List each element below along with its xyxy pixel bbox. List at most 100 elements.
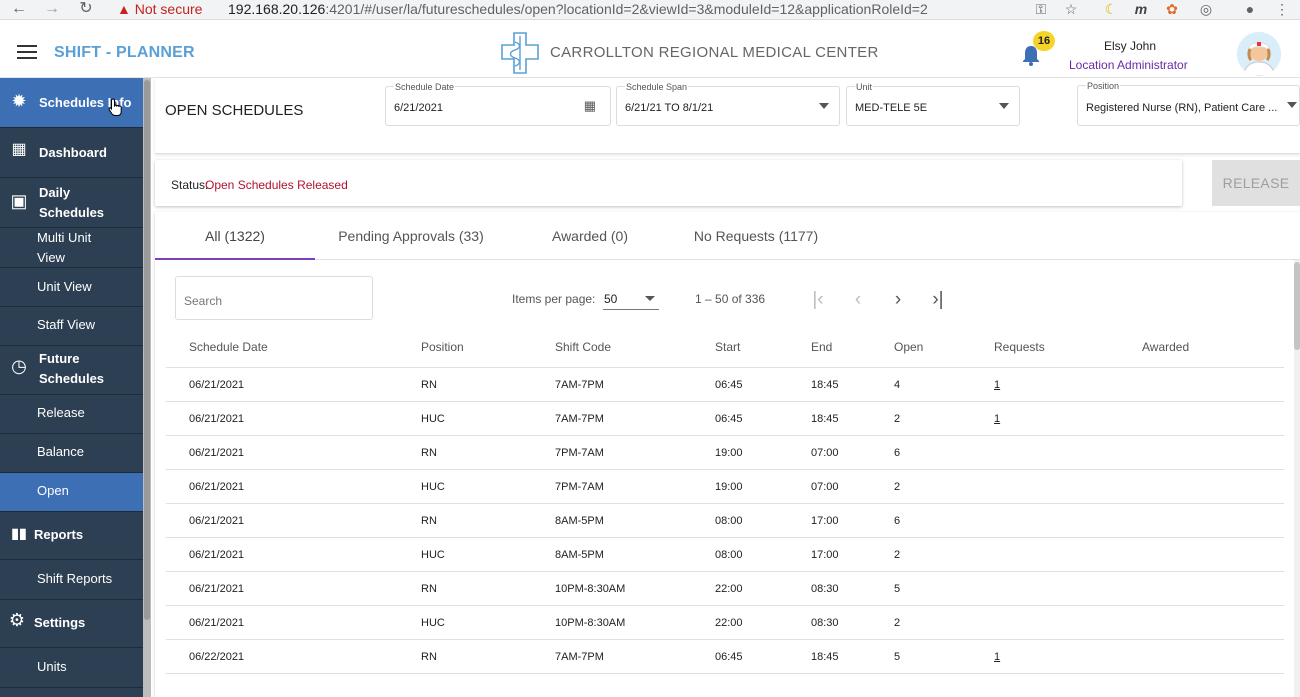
first-page-icon[interactable]: |‹ xyxy=(812,289,824,310)
notification-badge[interactable]: 16 xyxy=(1033,31,1055,51)
table-scrollbar[interactable] xyxy=(1294,260,1300,697)
profile-icon[interactable]: ● xyxy=(1245,1,1255,17)
field-value: Registered Nurse (RN), Patient Care ... xyxy=(1086,102,1278,114)
cell-schedule-date: 06/21/2021 xyxy=(189,413,245,425)
cell-schedule-date: 06/21/2021 xyxy=(189,481,245,493)
cell-open: 5 xyxy=(894,651,901,663)
cell-end: 17:00 xyxy=(811,549,839,561)
cell-start: 06:45 xyxy=(715,651,743,663)
extension-moon-icon[interactable]: ☾ xyxy=(1104,1,1118,17)
items-per-page-select[interactable]: 50 xyxy=(604,292,618,306)
unit-select[interactable]: Unit MED-TELE 5E xyxy=(846,82,1020,126)
sidebar-item-balance[interactable]: Balance xyxy=(0,434,143,473)
release-button[interactable]: RELEASE xyxy=(1212,160,1300,206)
sidebar-item-dashboard[interactable]: ▦ Dashboard xyxy=(0,128,143,178)
requests-link[interactable]: 1 xyxy=(994,379,1001,391)
forward-icon[interactable]: → xyxy=(44,0,60,17)
field-value: 6/21/21 TO 8/1/21 xyxy=(625,102,714,114)
table-row[interactable]: 06/21/2021 RN 7AM-7PM 06:45 18:45 4 1 xyxy=(166,368,1284,402)
last-page-icon[interactable]: ›| xyxy=(932,289,944,310)
status-value: Open Schedules Released xyxy=(205,178,348,192)
column-header-position[interactable]: Position xyxy=(421,340,464,354)
sidebar-item-units[interactable]: Units xyxy=(0,648,143,688)
sidebar-item-label: Reports xyxy=(34,527,84,542)
calendar-icon[interactable]: ▦ xyxy=(583,98,596,113)
table-row[interactable]: 06/22/2021 RN 7AM-7PM 06:45 18:45 5 1 xyxy=(166,640,1284,674)
next-page-icon[interactable]: › xyxy=(894,289,902,310)
column-header-open[interactable]: Open xyxy=(894,340,924,354)
search-placeholder: Search xyxy=(184,294,223,308)
sidebar-item-shift-reports[interactable]: Shift Reports xyxy=(0,560,143,600)
key-icon[interactable]: ⚿ xyxy=(1035,1,1047,17)
table-row[interactable]: 06/21/2021 HUC 7AM-7PM 06:45 18:45 2 1 xyxy=(166,402,1284,436)
column-header-start[interactable]: Start xyxy=(715,340,741,354)
table-row[interactable]: 06/21/2021 RN 10PM-8:30AM 22:00 08:30 5 xyxy=(166,572,1284,606)
sidebar-item-release[interactable]: Release xyxy=(0,395,143,434)
table-row[interactable]: 06/21/2021 RN 7PM-7AM 19:00 07:00 6 xyxy=(166,436,1284,470)
table-row[interactable]: 06/21/2021 RN 8AM-5PM 08:00 17:00 6 xyxy=(166,504,1284,538)
cell-schedule-date: 06/21/2021 xyxy=(189,447,245,459)
bell-icon[interactable] xyxy=(1020,43,1042,67)
table-row[interactable]: 06/21/2021 HUC 8AM-5PM 08:00 17:00 2 xyxy=(166,538,1284,572)
cell-shift-code: 8AM-5PM xyxy=(555,515,604,527)
page-title: OPEN SCHEDULES xyxy=(165,102,304,119)
sidebar-item-schedules-info[interactable]: ✹ Schedules Info xyxy=(0,78,143,128)
table-row[interactable]: 06/21/2021 HUC 10PM-8:30AM 22:00 08:30 2 xyxy=(166,606,1284,640)
extension-circle-icon[interactable]: ◎ xyxy=(1199,1,1213,17)
hand-cursor-icon xyxy=(108,98,124,116)
warning-icon: ▲ xyxy=(117,1,131,17)
menu-icon[interactable] xyxy=(17,45,37,59)
sidebar-item-reports[interactable]: ▮▮ Reports xyxy=(0,512,143,560)
sidebar-item-open[interactable]: Open xyxy=(0,473,143,512)
sidebar-item-daily-schedules[interactable]: ▣ Daily Schedules xyxy=(0,178,143,228)
column-header-end[interactable]: End xyxy=(811,340,833,354)
sidebar-item-future-schedules[interactable]: ◷ Future Schedules xyxy=(0,346,143,395)
extension-orange-icon[interactable]: ✿ xyxy=(1166,1,1178,17)
back-icon[interactable]: ← xyxy=(11,0,27,17)
cell-position: RN xyxy=(421,447,437,459)
requests-link[interactable]: 1 xyxy=(994,413,1001,425)
sidebar-item-settings[interactable]: ⚙ Settings xyxy=(0,600,143,648)
sidebar-item-label: Daily Schedules xyxy=(39,185,105,220)
cell-shift-code: 7AM-7PM xyxy=(555,413,604,425)
sidebar-item-unit-view[interactable]: Unit View xyxy=(0,268,143,307)
column-header-schedule-date[interactable]: Schedule Date xyxy=(189,340,268,354)
tab-pending-approvals[interactable]: Pending Approvals (33) xyxy=(338,228,484,244)
column-header-requests[interactable]: Requests xyxy=(994,340,1045,354)
pagination-range: 1 – 50 of 336 xyxy=(695,292,766,306)
column-header-awarded[interactable]: Awarded xyxy=(1142,340,1190,354)
extension-m-icon[interactable]: m xyxy=(1134,1,1148,17)
table-scroll-thumb[interactable] xyxy=(1294,262,1300,350)
sidebar-item-label: Units xyxy=(37,659,67,674)
avatar[interactable] xyxy=(1237,32,1281,76)
sidebar-scroll-thumb[interactable] xyxy=(144,80,150,620)
menu-dots-icon[interactable]: ⋮ xyxy=(1275,1,1289,17)
reload-icon[interactable]: ↻ xyxy=(79,0,93,17)
cell-end: 17:00 xyxy=(811,515,839,527)
schedule-span-select[interactable]: Schedule Span 6/21/21 TO 8/1/21 xyxy=(616,82,840,126)
cell-start: 22:00 xyxy=(715,583,743,595)
cell-end: 18:45 xyxy=(811,413,839,425)
chevron-down-icon[interactable] xyxy=(645,296,655,301)
sidebar-item-multi-unit-view[interactable]: Multi Unit View xyxy=(0,228,143,268)
tab-awarded[interactable]: Awarded (0) xyxy=(551,228,628,244)
security-warning[interactable]: ▲ Not secure xyxy=(117,0,202,20)
address-bar[interactable]: 192.168.20.126:4201/#/user/la/futuresche… xyxy=(228,0,928,20)
star-icon[interactable]: ☆ xyxy=(1064,1,1078,17)
tab-all[interactable]: All (1322) xyxy=(205,228,265,244)
app-brand[interactable]: SHIFT - PLANNER xyxy=(54,44,195,61)
chevron-down-icon xyxy=(1287,102,1297,108)
tab-no-requests[interactable]: No Requests (1177) xyxy=(693,228,819,244)
sidebar-item-staff-view[interactable]: Staff View xyxy=(0,307,143,346)
requests-link[interactable]: 1 xyxy=(994,651,1001,663)
search-input[interactable] xyxy=(175,276,373,320)
url-host: 192.168.20.126 xyxy=(228,1,326,17)
table-row[interactable]: 06/21/2021 HUC 7PM-7AM 19:00 07:00 2 xyxy=(166,470,1284,504)
cell-start: 06:45 xyxy=(715,379,743,391)
previous-page-icon[interactable]: ‹ xyxy=(854,289,862,310)
position-select[interactable]: Position Registered Nurse (RN), Patient … xyxy=(1077,81,1300,126)
schedule-date-field[interactable]: Schedule Date 6/21/2021 ▦ xyxy=(385,82,611,126)
clock-icon: ◷ xyxy=(11,356,27,376)
hospital-logo-icon xyxy=(501,32,539,74)
column-header-shift-code[interactable]: Shift Code xyxy=(555,340,612,354)
